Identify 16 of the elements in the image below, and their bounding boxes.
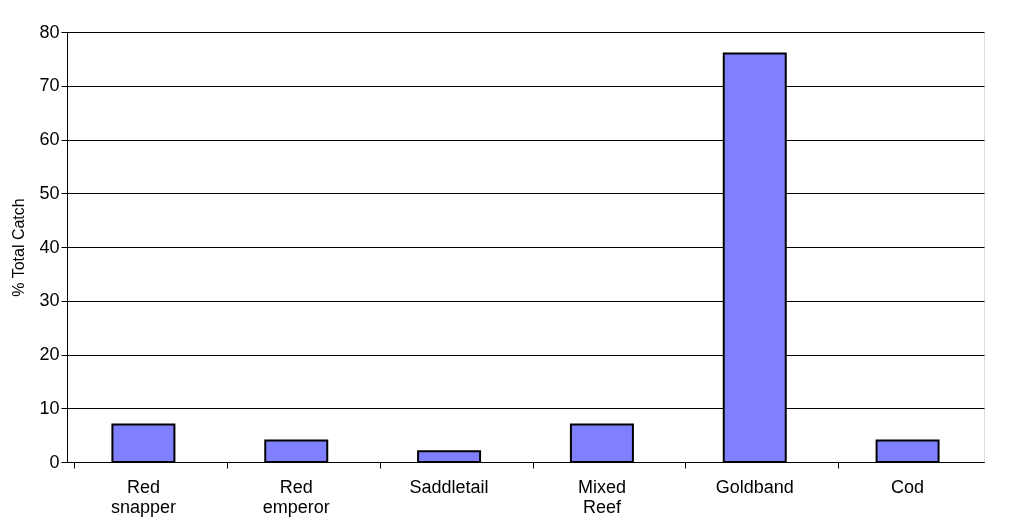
y-tick-label: 70 (39, 75, 60, 96)
y-tick-label: 60 (39, 129, 60, 149)
x-tick-label: Cod (891, 476, 925, 497)
x-tick-label: Goldband (715, 476, 794, 497)
x-tick-label: Red snapper (110, 476, 176, 517)
y-tick-label: 80 (39, 21, 60, 42)
x-tick-label: Red emperor (262, 476, 330, 517)
y-tick-label: 40 (39, 236, 60, 257)
x-tick-label: Mixed Reef (577, 476, 626, 517)
y-tick-label: 30 (39, 290, 60, 311)
y-tick-label: 0 (49, 451, 60, 472)
x-tick-label: Saddletail (409, 476, 489, 497)
y-axis-title: % Total Catch (10, 198, 28, 297)
y-tick-label: 10 (39, 397, 60, 418)
y-tick-label: 20 (39, 344, 60, 364)
y-tick-label: 50 (39, 182, 60, 203)
